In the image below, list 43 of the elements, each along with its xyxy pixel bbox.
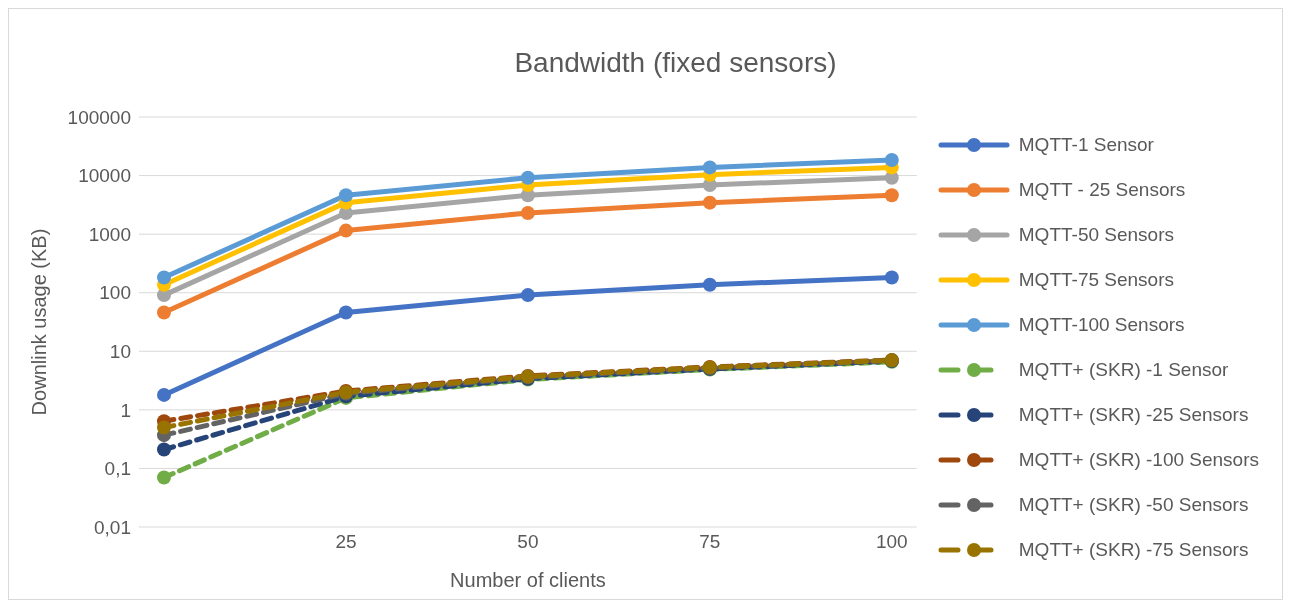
- point: [338, 188, 353, 203]
- y-tick-label: 1: [120, 399, 131, 421]
- legend-label: MQTT-75 Sensors: [1018, 268, 1175, 291]
- point: [157, 305, 171, 320]
- point: [702, 195, 717, 210]
- point: [157, 387, 171, 402]
- point: [520, 205, 535, 220]
- y-axis-title: Downlink usage (KB): [28, 228, 51, 416]
- x-tick-label: 75: [699, 531, 721, 553]
- point: [884, 153, 899, 168]
- y-tick-label: 0,1: [104, 458, 131, 480]
- point: [338, 223, 353, 238]
- y-tick-label: 10000: [78, 165, 131, 187]
- legend-label: MQTT+ (SKR) -1 Sensor: [1018, 358, 1229, 381]
- y-tick-label: 100: [99, 282, 131, 304]
- point: [157, 470, 171, 485]
- point: [520, 170, 535, 185]
- point: [157, 420, 171, 435]
- y-tick-label: 100000: [67, 106, 131, 128]
- point: [338, 305, 353, 320]
- y-tick-label: 0,01: [94, 516, 131, 538]
- point: [702, 277, 717, 292]
- legend-label: MQTT+ (SKR) -100 Sensors: [1018, 448, 1259, 471]
- x-tick-label: 25: [335, 531, 357, 553]
- y-tick-label: 1000: [88, 223, 131, 245]
- y-tick-label: 10: [109, 341, 131, 363]
- legend-label: MQTT - 25 Sensors: [1018, 178, 1186, 201]
- point: [884, 188, 899, 203]
- x-tick-label: 50: [517, 531, 539, 553]
- legend-label: MQTT+ (SKR) -25 Sensors: [1018, 403, 1249, 426]
- x-axis-title: Number of clients: [450, 569, 606, 591]
- x-tick-label: 100: [875, 531, 908, 553]
- point: [157, 442, 171, 457]
- legend-label: MQTT-50 Sensors: [1018, 223, 1175, 246]
- point: [884, 270, 899, 285]
- legend-label: MQTT-1 Sensor: [1018, 133, 1154, 156]
- point: [520, 288, 535, 303]
- point: [702, 160, 717, 175]
- legend-label: MQTT+ (SKR) -50 Sensors: [1018, 493, 1249, 516]
- point: [157, 270, 171, 285]
- legend-label: MQTT-100 Sensors: [1018, 313, 1185, 336]
- chart-title: Bandwidth (fixed sensors): [513, 46, 838, 80]
- legend-label: MQTT+ (SKR) -75 Sensors: [1018, 538, 1249, 561]
